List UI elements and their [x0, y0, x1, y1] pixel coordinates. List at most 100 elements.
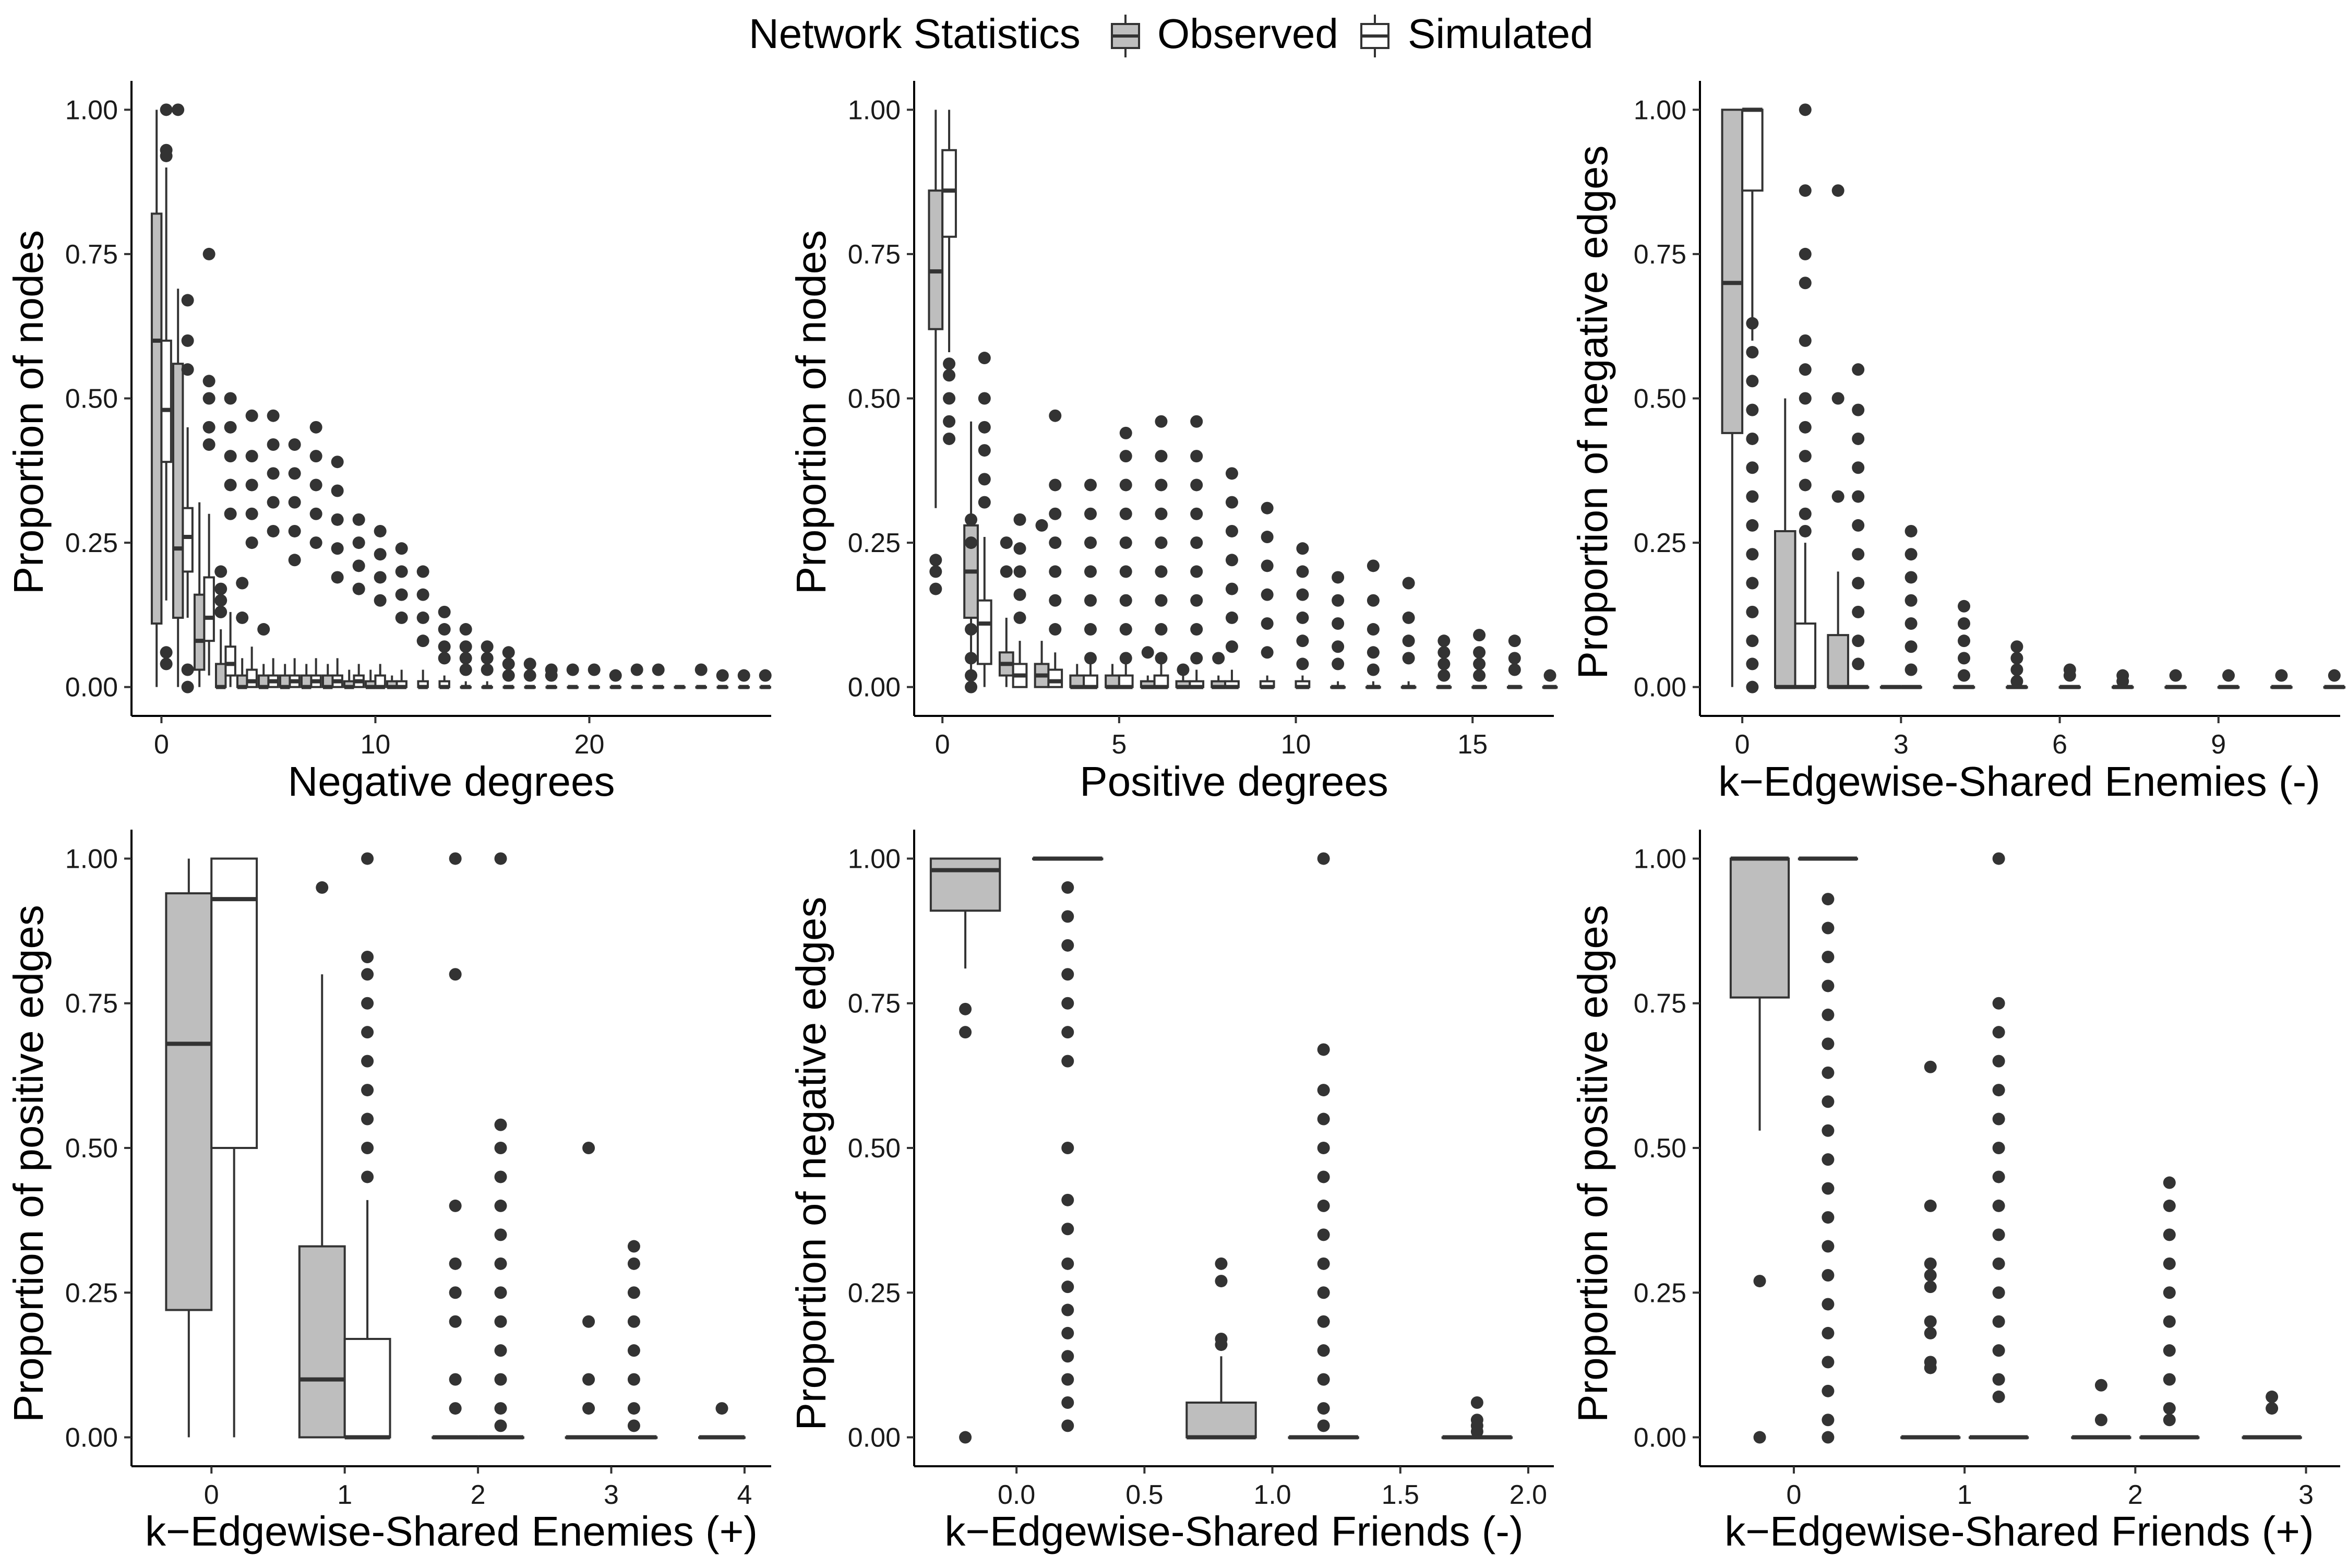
box-body	[928, 189, 944, 330]
y-tick-label: 0.00	[65, 673, 118, 703]
outlier-point	[361, 1055, 374, 1068]
outlier-point	[502, 657, 515, 671]
box-simulated	[2270, 669, 2293, 689]
y-tick-label: 0.00	[848, 1423, 901, 1453]
outlier-point	[1822, 1414, 1835, 1427]
box-simulated	[716, 669, 729, 689]
outlier-point	[1799, 392, 1812, 405]
outlier-point	[1799, 507, 1812, 520]
outlier-point	[288, 438, 301, 451]
outlier-point	[245, 409, 258, 422]
outlier-point	[1155, 565, 1168, 578]
outlier-point	[1225, 467, 1238, 480]
box-observed	[928, 110, 944, 595]
outlier-point	[1746, 317, 1759, 330]
outlier-point	[1261, 646, 1274, 659]
outlier-point	[582, 1402, 595, 1415]
outlier-point	[1296, 657, 1309, 671]
outlier-point	[449, 1199, 462, 1212]
outlier-point	[438, 605, 451, 618]
outlier-point	[1746, 605, 1759, 618]
outlier-point	[715, 1402, 728, 1415]
outlier-point	[1190, 450, 1203, 463]
outlier-point	[1924, 1269, 1937, 1282]
outlier-point	[1799, 334, 1812, 347]
outlier-point	[1190, 594, 1203, 607]
x-axis-title: k−Edgewise-Shared Enemies (+)	[145, 1508, 758, 1554]
outlier-point	[449, 968, 462, 981]
outlier-point	[459, 663, 472, 676]
outlier-point	[523, 657, 536, 671]
outlier-point	[2116, 675, 2129, 688]
outlier-point	[627, 1257, 640, 1270]
outlier-point	[1296, 565, 1309, 578]
outlier-point	[1061, 1223, 1074, 1236]
outlier-point	[245, 478, 258, 492]
outlier-point	[1402, 611, 1415, 624]
outlier-point	[267, 524, 280, 537]
outlier-point	[1084, 478, 1097, 492]
outlier-point	[1261, 501, 1274, 514]
box-observed	[963, 421, 979, 693]
outlier-point	[1296, 542, 1309, 555]
outlier-point	[449, 1315, 462, 1328]
outlier-point	[1799, 421, 1812, 434]
outlier-point	[2010, 675, 2023, 688]
box-simulated	[331, 456, 344, 688]
outlier-point	[1317, 1170, 1330, 1183]
outlier-point	[1317, 1142, 1330, 1154]
box-simulated	[1436, 635, 1452, 689]
box-observed	[698, 1402, 746, 1440]
outlier-point	[1084, 594, 1097, 607]
box-simulated	[1012, 513, 1028, 688]
plot-area: 0.00 0.25 0.50 0.75 1.00 0 1 2 3	[1634, 830, 2340, 1510]
outlier-point	[1332, 640, 1345, 653]
outlier-point	[582, 1373, 595, 1386]
box-simulated	[1118, 426, 1134, 689]
outlier-point	[1013, 565, 1026, 578]
outlier-point	[1049, 507, 1062, 520]
outlier-point	[965, 513, 978, 526]
outlier-point	[374, 594, 387, 607]
outlier-point	[1473, 646, 1486, 659]
outlier-point	[1215, 1338, 1228, 1351]
outlier-point	[181, 334, 194, 347]
outlier-point	[1852, 635, 1865, 648]
outlier-point	[494, 1315, 507, 1328]
outlier-point	[494, 1373, 507, 1386]
outlier-point	[2010, 640, 2023, 653]
outlier-point	[965, 623, 978, 636]
outlier-point	[1822, 1240, 1835, 1253]
outlier-point	[1822, 1066, 1835, 1079]
outlier-point	[1992, 1199, 2005, 1212]
box-observed	[1827, 184, 1849, 689]
plot-area: 0.00 0.25 0.50 0.75 1.00 0 5 10 15	[848, 81, 1558, 760]
outlier-point	[2266, 1402, 2279, 1415]
outlier-point	[352, 536, 365, 549]
outlier-point	[331, 542, 344, 555]
legend-key-simulated	[1360, 15, 1389, 57]
outlier-point	[1799, 277, 1812, 290]
y-tick-label: 0.25	[848, 1278, 901, 1308]
outlier-point	[1225, 554, 1238, 567]
outlier-point	[267, 438, 280, 451]
outlier-point	[1367, 663, 1380, 676]
box-simulated	[267, 409, 280, 688]
outlier-point	[1746, 461, 1759, 474]
outlier-point	[361, 1170, 374, 1183]
y-tick-label: 0.75	[848, 989, 901, 1019]
panel-positive-degrees: 0.00 0.25 0.50 0.75 1.00 0 5 10 15 Positive degr…	[788, 81, 1558, 805]
outlier-point	[1992, 1344, 2005, 1357]
outlier-point	[1049, 478, 1062, 492]
y-tick-label: 1.00	[1634, 844, 1686, 874]
outlier-point	[181, 363, 194, 376]
outlier-point	[438, 640, 451, 653]
box-simulated	[566, 663, 579, 689]
outlier-point	[1822, 921, 1835, 935]
legend-label-simulated: Simulated	[1408, 10, 1594, 57]
outlier-point	[245, 450, 258, 463]
outlier-point	[449, 852, 462, 865]
outlier-point	[1332, 657, 1345, 671]
outlier-point	[2163, 1373, 2176, 1386]
outlier-point	[1992, 1315, 2005, 1328]
